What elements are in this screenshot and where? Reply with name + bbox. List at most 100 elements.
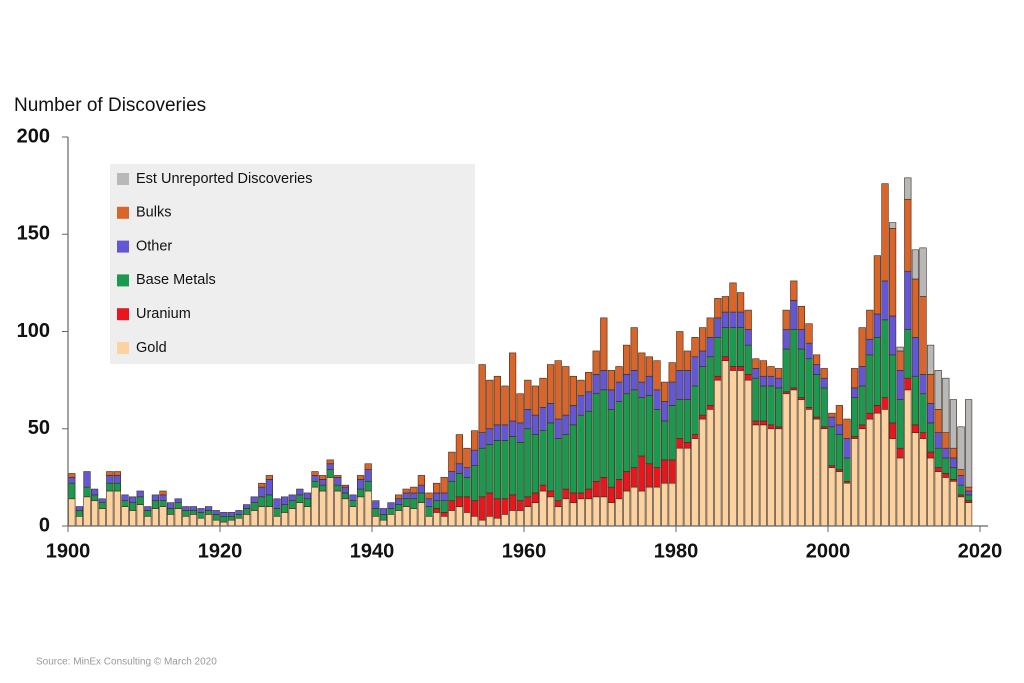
bar-segment [774, 428, 783, 527]
bar-segment [463, 512, 471, 527]
bar-segment [394, 510, 403, 527]
bar-segment [858, 385, 866, 426]
bar-segment [926, 422, 935, 453]
bar-segment [364, 463, 372, 470]
bar-segment [866, 354, 874, 414]
bar-segment [478, 364, 486, 433]
bar-segment [68, 482, 76, 500]
bar-segment [349, 494, 357, 502]
bar-segment [660, 420, 669, 461]
bar-segment [691, 385, 699, 435]
bar-segment [113, 475, 121, 484]
bar-segment [205, 506, 213, 511]
x-tick-label: 1940 [350, 540, 395, 562]
bar-segment [212, 519, 220, 527]
bar-segment [516, 393, 524, 424]
bar-segment [752, 368, 760, 379]
bar-segment [584, 410, 593, 490]
bar-segment [539, 490, 547, 527]
bar-segment [167, 508, 175, 515]
bar-segment [873, 337, 881, 406]
bar-segment [683, 399, 691, 443]
bar-segment [174, 502, 182, 509]
bar-segment [182, 506, 190, 511]
bar-segment [562, 414, 570, 435]
bar-segment [288, 508, 296, 527]
bar-segment [926, 457, 935, 527]
bar-segment [744, 379, 752, 527]
bar-segment [957, 484, 965, 496]
bar-segment [638, 352, 646, 383]
bar-segment [554, 418, 562, 439]
bar-segment [372, 500, 380, 509]
bar-segment [600, 317, 608, 371]
bar-segment [683, 447, 691, 527]
bar-segment [911, 432, 919, 527]
bar-segment [949, 399, 957, 449]
bar-segment [220, 515, 228, 523]
bar-segment [858, 366, 866, 387]
bar-segment [113, 471, 121, 476]
bar-segment [744, 309, 752, 330]
bar-segment [660, 381, 669, 402]
bar-segment [212, 514, 220, 521]
bar-segment [942, 477, 950, 527]
bar-segment [136, 496, 144, 505]
bar-segment [250, 502, 258, 511]
bar-segment [653, 408, 661, 468]
bar-segment [410, 508, 418, 527]
bar-segment [622, 373, 631, 395]
bar-segment [714, 317, 722, 338]
bar-segment [417, 502, 426, 527]
bar-segment [744, 329, 752, 346]
bar-segment [356, 479, 365, 490]
bar-segment [683, 370, 691, 400]
bar-segment [546, 490, 555, 498]
bar-segment [645, 356, 653, 377]
bar-segment [592, 480, 600, 498]
x-tick-label: 1900 [46, 540, 91, 562]
bar-segment [888, 438, 897, 527]
bar-segment [326, 463, 334, 470]
bar-segment [653, 486, 661, 527]
bar-segment [660, 482, 669, 527]
bar-segment [888, 222, 897, 229]
bar-segment [600, 389, 608, 478]
legend-label: Gold [136, 340, 167, 356]
bar-segment [402, 506, 410, 527]
bar-segment [189, 510, 198, 515]
bar-segment [326, 477, 334, 527]
bar-segment [622, 490, 631, 527]
bar-segment [805, 408, 813, 527]
bar-segment [349, 506, 357, 527]
legend-label: Bulks [136, 205, 171, 221]
bar-segment [744, 373, 752, 381]
bar-segment [729, 370, 737, 527]
legend-swatch [117, 206, 129, 219]
bar-segment [440, 477, 448, 494]
bar-segment [615, 381, 623, 402]
x-tick-label: 2000 [806, 540, 851, 562]
bar-segment [508, 494, 517, 511]
bar-segment [767, 366, 775, 377]
bar-segment [896, 457, 904, 527]
bar-segment [706, 408, 714, 527]
bar-segment [554, 506, 562, 527]
legend-label: Uranium [136, 306, 191, 322]
bar-segment [607, 486, 615, 503]
bar-segment [820, 377, 828, 389]
bar-segment [850, 438, 859, 527]
bar-segment [554, 360, 562, 420]
bar-segment [516, 510, 524, 527]
bar-segment [455, 496, 464, 507]
bar-segment [356, 488, 365, 498]
bar-segment [508, 352, 517, 422]
x-tick-label: 1980 [654, 540, 699, 562]
bar-segment [904, 377, 912, 391]
bar-segment [106, 490, 114, 527]
bar-segment [888, 422, 897, 439]
bar-segment [356, 475, 365, 480]
bar-segment [470, 430, 479, 451]
bar-segment [919, 247, 927, 297]
bar-segment [273, 508, 281, 517]
